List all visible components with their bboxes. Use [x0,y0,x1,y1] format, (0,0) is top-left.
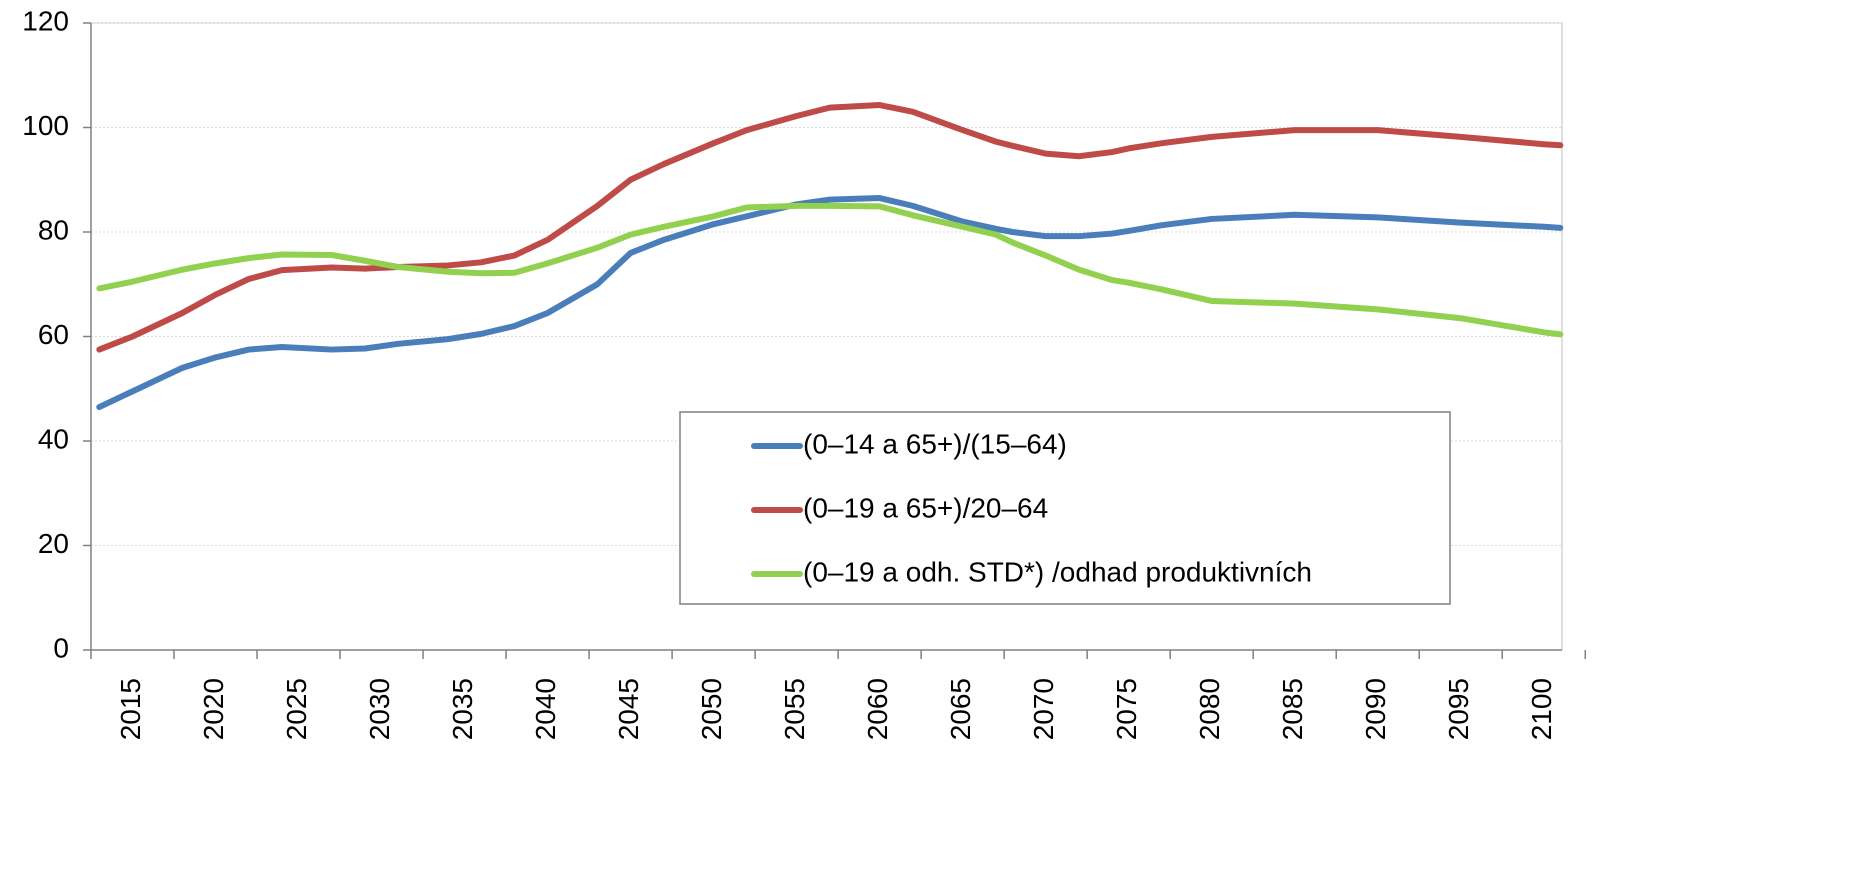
x-tick-label: 2025 [281,678,312,740]
x-tick-label: 2095 [1443,678,1474,740]
x-tick-label: 2050 [696,678,727,740]
y-tick-label: 20 [38,528,69,559]
y-tick-label: 100 [22,110,69,141]
y-tick-label: 80 [38,214,69,245]
y-tick-label: 0 [53,632,69,663]
legend: (0–14 a 65+)/(15–64) (0–19 a 65+)/20–64 (0… [679,411,1451,605]
x-tick-label: 2065 [945,678,976,740]
x-tick-label: 2035 [447,678,478,740]
series-line [96,195,1564,411]
legend-box [679,411,1451,605]
y-tick-label: 120 [22,5,69,36]
x-tick-label: 2075 [1111,678,1142,740]
x-tick-label: 2015 [115,678,146,740]
y-tick-label: 40 [38,423,69,454]
x-tick-label: 2085 [1277,678,1308,740]
legend-label: (0–19 a odh. STD*) /odhad produktivních [803,556,1312,587]
x-tick-label: 2055 [779,678,810,740]
x-tick-label: 2080 [1194,678,1225,740]
x-tick-label: 2040 [530,678,561,740]
series-line [96,202,1564,338]
y-tick-label: 60 [38,319,69,350]
x-tick-label: 2045 [613,678,644,740]
legend-label: (0–14 a 65+)/(15–64) [803,428,1067,459]
x-tick-label: 2020 [198,678,229,740]
x-tick-label: 2100 [1526,678,1557,740]
series-line [96,102,1564,353]
x-tick-label: 2090 [1360,678,1391,740]
x-tick-label: 2070 [1028,678,1059,740]
legend-label: (0–19 a 65+)/20–64 [803,492,1048,523]
x-tick-label: 2030 [364,678,395,740]
x-tick-label: 2060 [862,678,893,740]
